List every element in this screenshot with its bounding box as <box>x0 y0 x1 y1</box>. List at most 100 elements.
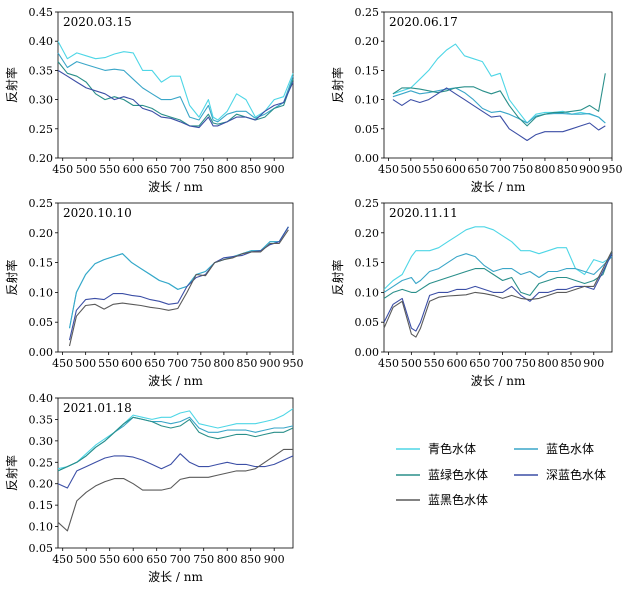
x-tick-label: 850 <box>560 357 581 370</box>
y-tick-label: 0.20 <box>355 35 380 48</box>
y-tick-label: 0.15 <box>29 257 54 270</box>
panel-title: 2020.06.17 <box>389 15 458 29</box>
series-line <box>68 226 289 341</box>
chart-panel-5: 450 500 550 600 650 700 750 800 850 900 0.05 0.10 0.… <box>4 392 294 584</box>
series-line <box>383 253 613 293</box>
y-tick-label: 0.20 <box>29 227 54 240</box>
plot-frame <box>57 11 294 159</box>
x-tick-label: 750 <box>190 357 211 370</box>
series-line <box>57 52 294 123</box>
series-line <box>57 448 293 532</box>
y-tick-label: 0.15 <box>355 64 380 77</box>
x-tick-label: 850 <box>240 553 261 566</box>
x-tick-label: 550 <box>98 357 119 370</box>
y-tick-label: 0.40 <box>29 392 54 405</box>
x-tick-label: 750 <box>515 357 536 370</box>
x-tick-label: 700 <box>490 163 511 176</box>
x-tick-label: 550 <box>99 163 120 176</box>
x-axis-label: 波长 / nm <box>471 180 526 194</box>
series-line <box>392 73 606 127</box>
x-tick-label: 900 <box>583 357 604 370</box>
plot-frame <box>57 397 294 549</box>
x-tick-label: 500 <box>400 163 421 176</box>
series-line <box>57 408 294 470</box>
x-tick-label: 850 <box>240 163 261 176</box>
x-tick-label: 450 <box>378 357 399 370</box>
series-line <box>383 250 613 338</box>
x-tick-label: 700 <box>170 163 191 176</box>
y-tick-label: 0.30 <box>29 435 54 448</box>
y-tick-label: 0.20 <box>355 227 380 240</box>
y-tick-label: 0.00 <box>355 152 380 165</box>
x-tick-label: 450 <box>52 163 73 176</box>
x-tick-label: 500 <box>76 553 97 566</box>
x-tick-label: 900 <box>264 553 285 566</box>
x-tick-label: 900 <box>579 163 600 176</box>
x-tick-label: 600 <box>121 357 142 370</box>
series-line <box>57 40 294 121</box>
legend-label: 青色水体 <box>428 442 476 456</box>
series-line <box>68 226 289 329</box>
x-tick-label: 650 <box>146 163 167 176</box>
x-tick-label: 450 <box>52 357 73 370</box>
plot-frame <box>383 11 613 159</box>
x-tick-label: 450 <box>52 553 73 566</box>
series-line <box>383 253 613 332</box>
x-tick-label: 550 <box>99 553 120 566</box>
legend-item: 蓝色水体 <box>514 442 594 456</box>
legend-item: 蓝绿色水体 <box>396 467 488 482</box>
x-tick-label: 550 <box>424 357 445 370</box>
x-tick-label: 900 <box>259 357 280 370</box>
x-tick-label: 750 <box>193 163 214 176</box>
x-axis-label: 波长 / nm <box>148 374 203 388</box>
x-tick-label: 800 <box>534 163 555 176</box>
y-tick-label: 0.35 <box>29 413 54 426</box>
y-tick-label: 0.00 <box>355 346 380 359</box>
y-tick-label: 0.40 <box>29 35 54 48</box>
plot-frame <box>383 202 613 353</box>
legend-label: 蓝绿色水体 <box>428 467 488 482</box>
panel-title: 2020.10.10 <box>63 206 132 220</box>
y-tick-label: 0.05 <box>355 123 380 136</box>
legend-item: 青色水体 <box>396 442 476 456</box>
series-line <box>57 453 294 489</box>
series-line <box>392 87 606 124</box>
y-tick-label: 0.10 <box>29 286 54 299</box>
y-tick-label: 0.20 <box>29 152 54 165</box>
legend-label: 蓝色水体 <box>546 442 594 456</box>
y-axis-label: 反射率 <box>4 67 19 103</box>
panel-title: 2021.01.18 <box>63 401 132 415</box>
series-line <box>392 87 606 142</box>
y-tick-label: 0.25 <box>355 6 380 19</box>
y-tick-label: 0.30 <box>29 94 54 107</box>
y-tick-label: 0.10 <box>29 521 54 534</box>
legend-item: 深蓝色水体 <box>514 468 606 482</box>
x-tick-label: 650 <box>144 357 165 370</box>
series-line <box>383 250 613 299</box>
chart-panel-4: 450 500 550 600 650 700 750 800 850 900 0.00 0.05 0.… <box>330 197 613 388</box>
x-tick-label: 800 <box>213 357 234 370</box>
y-tick-label: 0.35 <box>29 64 54 77</box>
series-line <box>57 416 294 472</box>
x-tick-label: 800 <box>217 163 238 176</box>
legend-item: 蓝黑色水体 <box>396 493 488 507</box>
series-line <box>68 226 289 329</box>
y-tick-label: 0.05 <box>355 316 380 329</box>
chart-panel-1: 450 500 550 600 650 700 750 800 850 900 0.20 0.25 0.… <box>4 6 294 194</box>
y-axis-label: 反射率 <box>330 67 345 103</box>
x-axis-label: 波长 / nm <box>471 374 526 388</box>
x-tick-label: 650 <box>467 163 488 176</box>
x-tick-label: 500 <box>75 357 96 370</box>
y-axis-label: 反射率 <box>330 259 345 295</box>
x-tick-label: 900 <box>264 163 285 176</box>
x-tick-label: 650 <box>146 553 167 566</box>
y-tick-label: 0.25 <box>355 197 380 210</box>
x-tick-label: 550 <box>423 163 444 176</box>
x-tick-label: 500 <box>401 357 422 370</box>
x-tick-label: 600 <box>446 357 467 370</box>
panel-title: 2020.11.11 <box>389 206 458 220</box>
series-line <box>57 69 294 129</box>
x-tick-label: 700 <box>170 553 191 566</box>
